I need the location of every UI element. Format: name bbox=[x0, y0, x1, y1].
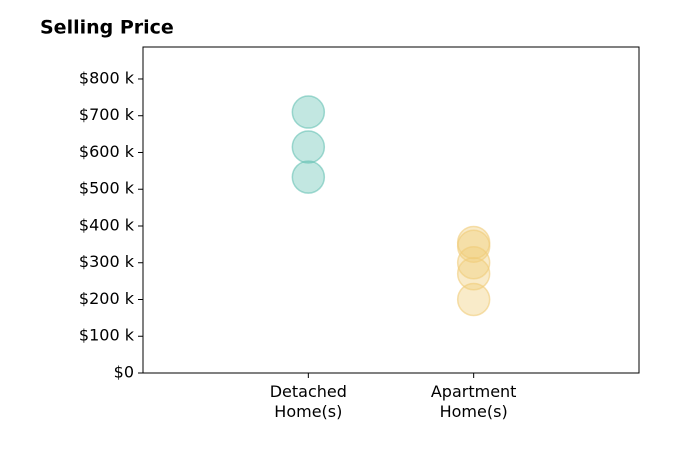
point bbox=[456, 257, 491, 291]
y-tick-label: $0 bbox=[114, 363, 134, 382]
y-tick-label: $400 k bbox=[79, 215, 135, 234]
point bbox=[291, 95, 326, 129]
point bbox=[456, 245, 491, 280]
y-tick-label: $700 k bbox=[79, 105, 135, 124]
y-tick-label: $600 k bbox=[79, 142, 135, 161]
point bbox=[291, 160, 326, 194]
x-tick-label: Apartment Home(s) bbox=[430, 382, 517, 421]
y-tick-label: $200 k bbox=[79, 289, 135, 308]
y-tick-label: $800 k bbox=[79, 68, 135, 87]
point bbox=[456, 282, 491, 317]
point bbox=[291, 130, 326, 164]
plot-frame bbox=[142, 46, 640, 374]
y-tick-label: $100 k bbox=[79, 326, 135, 345]
chart-title: Selling Price bbox=[40, 17, 174, 39]
y-tick-label: $300 k bbox=[79, 252, 135, 271]
x-tick-label: Detached Home(s) bbox=[269, 382, 347, 421]
y-tick-label: $500 k bbox=[79, 179, 135, 198]
